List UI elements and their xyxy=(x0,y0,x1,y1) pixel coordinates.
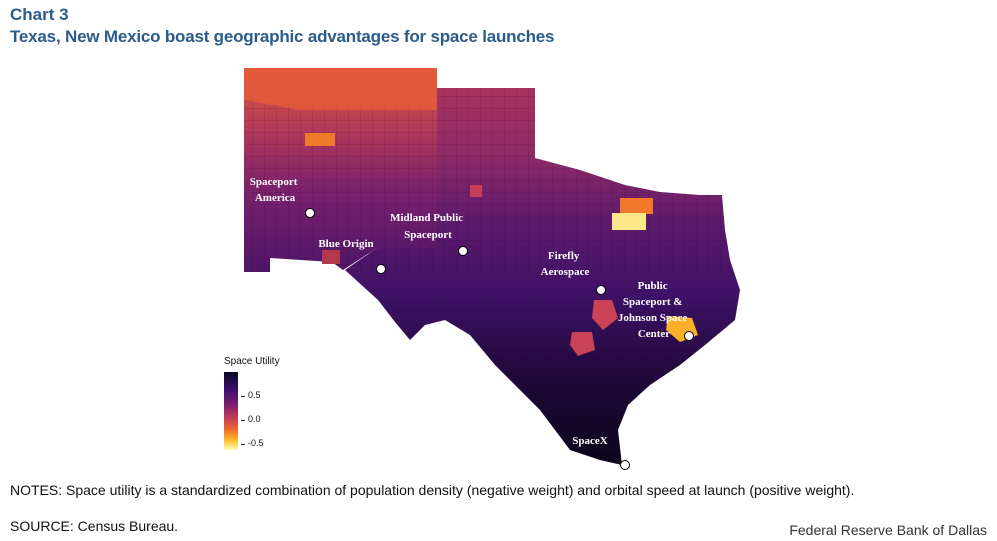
legend-color-bar xyxy=(224,372,238,450)
label-johnson: Public Spaceport & Johnson Space Center xyxy=(618,280,690,340)
marker-spaceport-america xyxy=(305,208,315,218)
site-labels: Spaceport America Blue Origin Midland Pu… xyxy=(250,176,690,447)
county-highlight xyxy=(470,185,482,197)
chart-title: Texas, New Mexico boast geographic advan… xyxy=(10,27,555,46)
county-dallas xyxy=(620,198,653,214)
credit-text: Federal Reserve Bank of Dallas xyxy=(789,522,987,538)
label-spaceport-america: Spaceport America xyxy=(250,176,300,204)
new-mexico xyxy=(244,68,437,272)
legend-tick-label: -0.5 xyxy=(248,438,264,448)
site-markers xyxy=(305,208,694,470)
county-tarrant xyxy=(612,213,646,230)
label-firefly: Firefly Aerospace xyxy=(541,250,590,278)
notes-text: NOTES: Space utility is a standardized c… xyxy=(10,482,855,498)
legend-tick xyxy=(241,396,245,397)
county-bexar xyxy=(570,332,595,356)
texas xyxy=(345,88,740,465)
label-midland: Midland Public Spaceport xyxy=(390,212,466,241)
county-travis xyxy=(592,300,618,330)
legend-tick xyxy=(241,444,245,445)
marker-spacex xyxy=(620,460,630,470)
marker-firefly xyxy=(596,285,606,295)
marker-midland xyxy=(458,246,468,256)
legend-title: Space Utility xyxy=(224,356,280,367)
source-text: SOURCE: Census Bureau. xyxy=(10,518,179,534)
legend-tick-label: 0.0 xyxy=(248,414,261,424)
chart-number: Chart 3 xyxy=(10,5,69,24)
marker-johnson xyxy=(684,331,694,341)
label-spacex: SpaceX xyxy=(572,435,608,447)
marker-blue-origin xyxy=(376,264,386,274)
legend-tick-label: 0.5 xyxy=(248,390,261,400)
legend-tick xyxy=(241,420,245,421)
label-blue-origin: Blue Origin xyxy=(318,238,373,250)
